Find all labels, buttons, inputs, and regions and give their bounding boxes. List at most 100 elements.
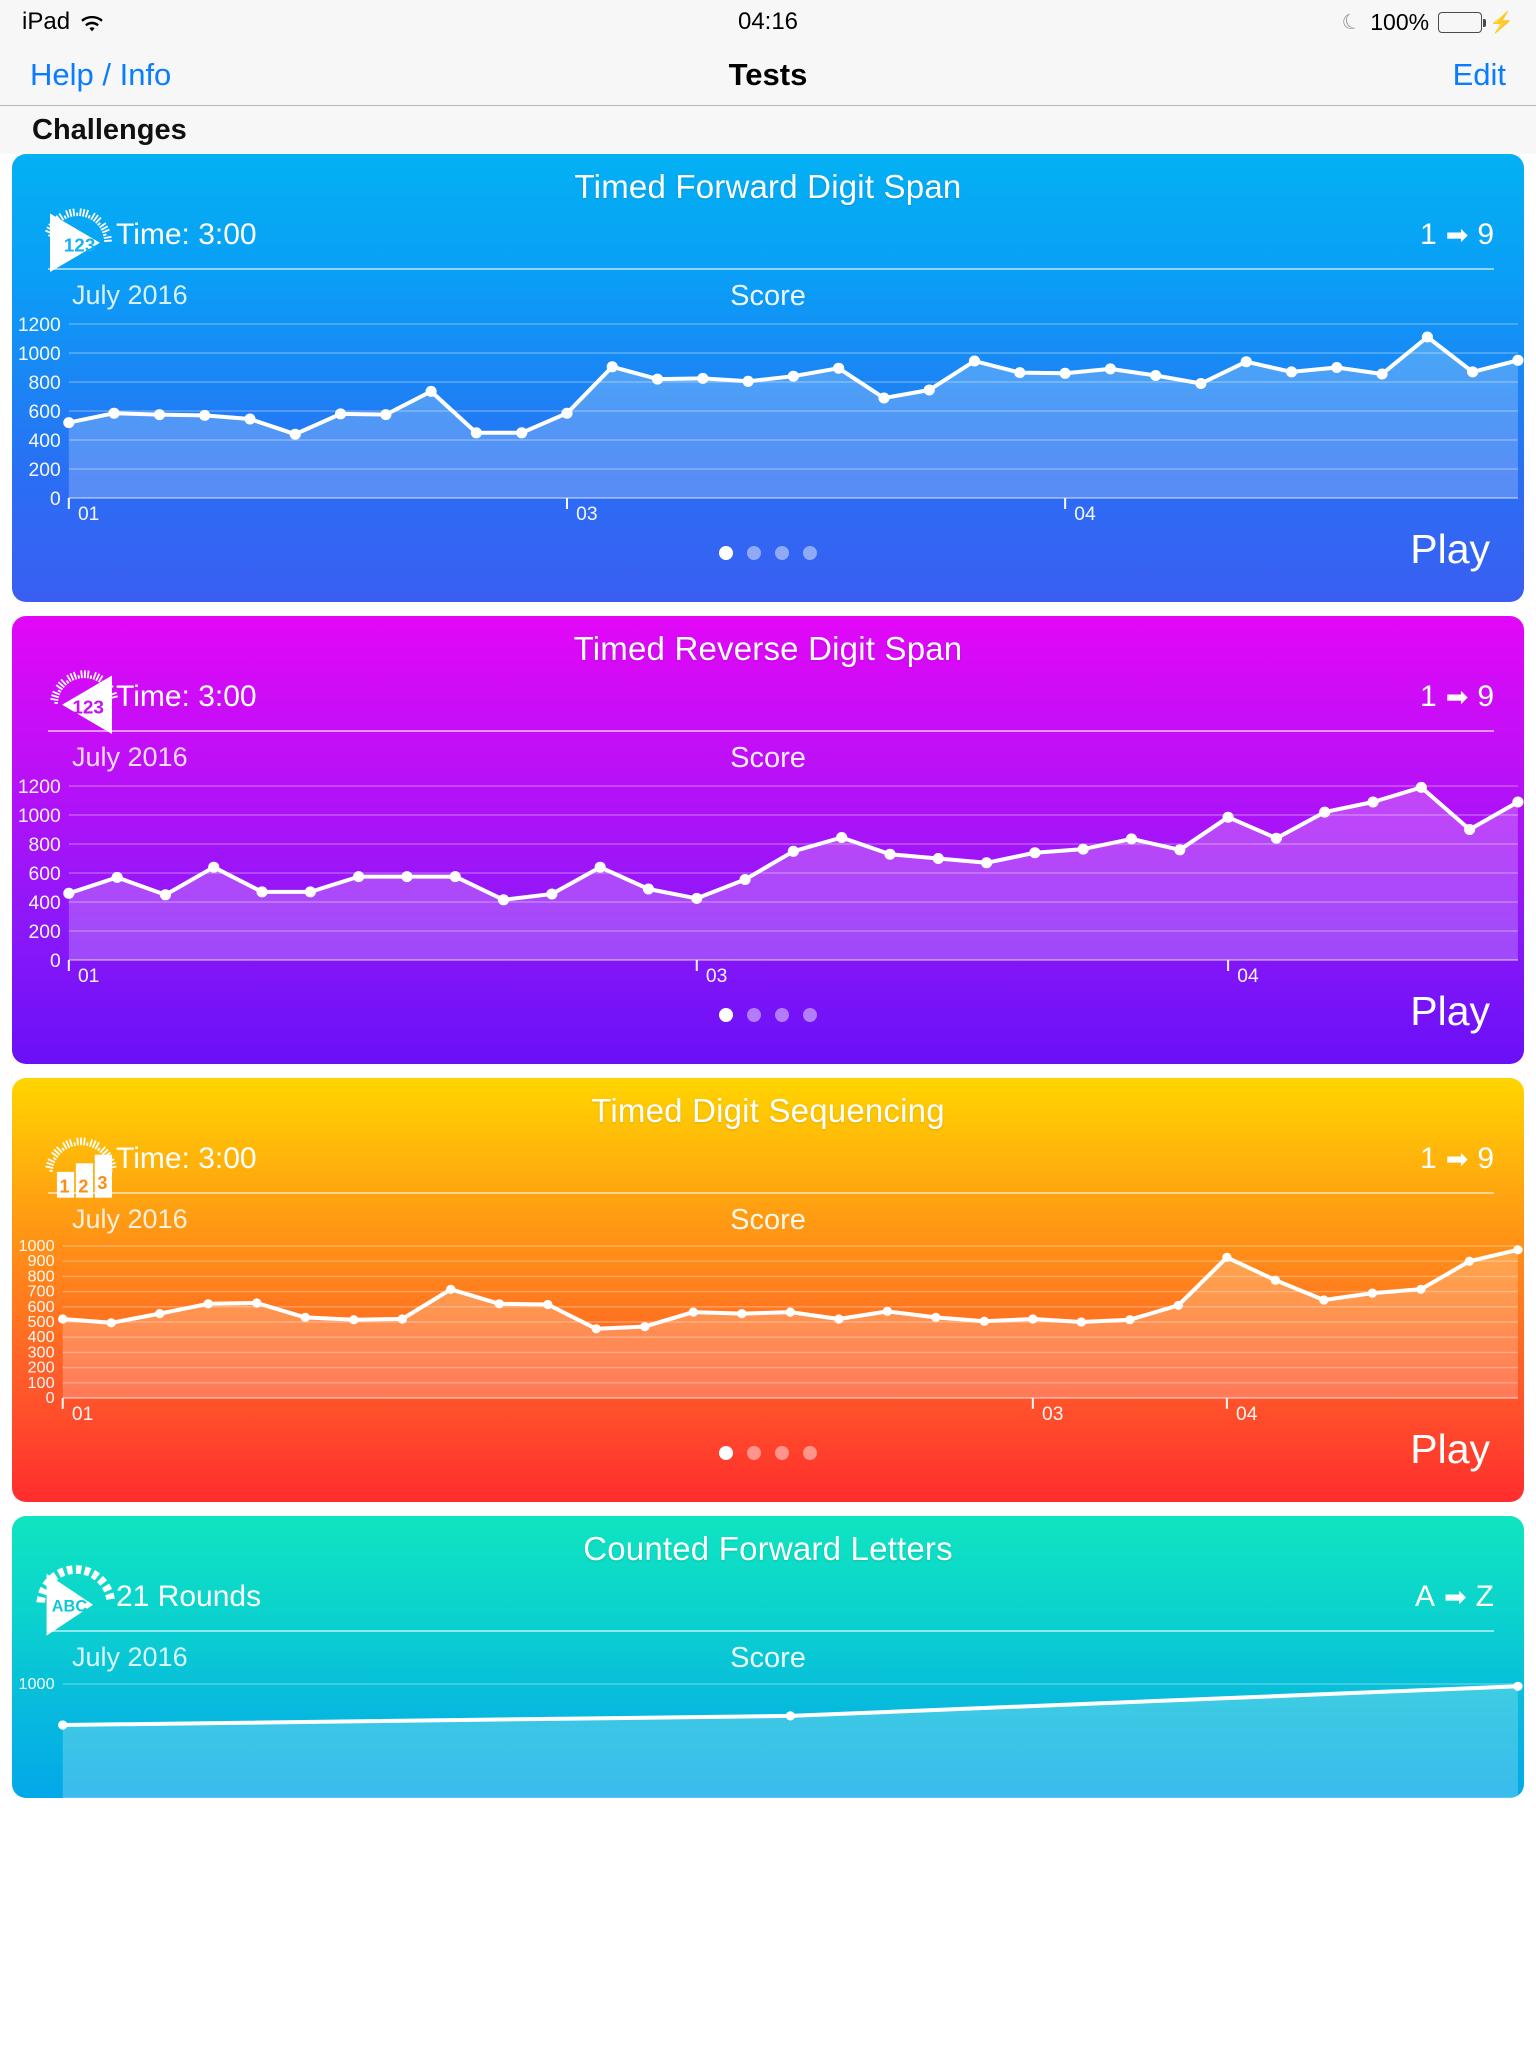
svg-text:ABC: ABC (52, 1598, 88, 1616)
page-dot[interactable] (803, 546, 817, 560)
arrow-right-icon: ➡ (1445, 681, 1469, 712)
card-footer: Play (12, 1426, 1524, 1502)
wifi-icon (80, 13, 104, 32)
chart-timed-digit-sequencing[interactable]: July 2016 Score 0 100 200 300 400 500 600 700 80… (12, 1204, 1524, 1428)
page-dot[interactable] (803, 1008, 817, 1022)
chart-header: July 2016 Score (12, 1204, 1524, 1240)
svg-text:04: 04 (1074, 504, 1096, 525)
svg-text:1000: 1000 (18, 344, 61, 365)
page-dot[interactable] (747, 1446, 761, 1460)
card-title: Timed Digit Sequencing (591, 1092, 945, 1129)
card-range: 1 ➡ 9 (1420, 1142, 1494, 1176)
page-dot[interactable] (775, 1446, 789, 1460)
page-dot[interactable] (747, 1008, 761, 1022)
svg-text:700: 700 (28, 1283, 55, 1301)
page-indicator[interactable] (12, 1008, 1524, 1022)
svg-text:200: 200 (29, 922, 61, 943)
timer-forward-123-icon: 123 (34, 198, 128, 284)
chart-month-label: July 2016 (72, 1642, 188, 1672)
chart-month-label: July 2016 (72, 1204, 188, 1234)
test-card-timed-digit-sequencing[interactable]: 1 2 3 Timed Digit Sequencing Time: 3:00 … (12, 1078, 1524, 1502)
range-from: 1 (1420, 218, 1437, 251)
navigation-bar: Help / Info Tests Edit (0, 44, 1536, 106)
card-divider (48, 1630, 1494, 1632)
page-dot[interactable] (747, 546, 761, 560)
page-indicator[interactable] (12, 1446, 1524, 1460)
arrow-right-icon: ➡ (1445, 219, 1469, 250)
svg-text:3: 3 (97, 1173, 107, 1193)
chart-timed-reverse-digit-span[interactable]: July 2016 Score 0 200 400 600 800 1000 1200 01 0… (12, 742, 1524, 990)
chart-metric-label: Score (730, 1204, 806, 1236)
svg-text:03: 03 (1042, 1404, 1063, 1425)
test-card-list: 123 Timed Forward Digit Span Time: 3:00 … (0, 154, 1536, 1798)
chart-metric-label: Score (730, 742, 806, 774)
svg-text:2: 2 (78, 1177, 88, 1197)
svg-text:500: 500 (28, 1313, 55, 1331)
play-button[interactable]: Play (1410, 526, 1490, 572)
svg-text:0: 0 (50, 951, 61, 972)
svg-text:04: 04 (1236, 1404, 1258, 1425)
page-dot[interactable] (775, 546, 789, 560)
page-dot[interactable] (803, 1446, 817, 1460)
page-indicator[interactable] (12, 546, 1524, 560)
test-card-timed-forward-digit-span[interactable]: 123 Timed Forward Digit Span Time: 3:00 … (12, 154, 1524, 602)
svg-text:600: 600 (28, 1298, 55, 1316)
timer-reverse-123-icon: 123 (34, 660, 128, 746)
status-bar-clock: 04:16 (737, 8, 799, 35)
svg-text:200: 200 (28, 1359, 55, 1377)
chart-month-label: July 2016 (72, 280, 188, 310)
card-meta-row: Time: 3:00 1 ➡ 9 (12, 206, 1524, 252)
svg-text:1000: 1000 (18, 806, 61, 827)
arrow-right-icon: ➡ (1444, 1581, 1467, 1612)
help-info-button[interactable]: Help / Info (30, 56, 172, 92)
card-meta-row: Time: 3:00 1 ➡ 9 (12, 668, 1524, 714)
page-dot[interactable] (719, 1446, 733, 1460)
svg-text:800: 800 (29, 835, 61, 856)
svg-text:800: 800 (28, 1268, 55, 1286)
chart-header: July 2016 Score (12, 280, 1524, 316)
card-meta-row: 21 Rounds A ➡ Z (12, 1568, 1524, 1614)
card-meta-left: Time: 3:00 (116, 218, 257, 251)
test-card-counted-forward-letters[interactable]: ABC Counted Forward Letters 21 Rounds A … (12, 1516, 1524, 1798)
card-footer: Play (12, 526, 1524, 602)
battery-icon (1438, 11, 1487, 33)
svg-text:1200: 1200 (18, 778, 61, 798)
play-button[interactable]: Play (1410, 988, 1490, 1034)
range-from: 1 (1420, 1142, 1437, 1175)
card-meta-left: Time: 3:00 (116, 680, 257, 713)
svg-text:400: 400 (29, 893, 61, 914)
page-dot[interactable] (775, 1008, 789, 1022)
play-button[interactable]: Play (1410, 1426, 1490, 1472)
card-title: Timed Forward Digit Span (574, 168, 962, 205)
page-dot[interactable] (719, 546, 733, 560)
svg-text:04: 04 (1237, 966, 1259, 987)
svg-text:0: 0 (46, 1389, 55, 1407)
svg-text:600: 600 (29, 864, 61, 885)
chart-counted-forward-letters[interactable]: July 2016 Score 1000 (12, 1642, 1524, 1798)
svg-text:01: 01 (78, 504, 99, 525)
svg-text:800: 800 (29, 373, 61, 394)
test-card-timed-reverse-digit-span[interactable]: 123 Timed Reverse Digit Span Time: 3:00 … (12, 616, 1524, 1064)
svg-text:200: 200 (29, 460, 61, 481)
range-to: 9 (1477, 218, 1494, 251)
card-range: 1 ➡ 9 (1420, 680, 1494, 714)
card-range: A ➡ Z (1415, 1580, 1494, 1614)
svg-text:900: 900 (28, 1252, 55, 1270)
edit-button[interactable]: Edit (1452, 56, 1506, 92)
status-bar: iPad 04:16 ☾ 100% ⚡ (0, 0, 1536, 44)
svg-text:300: 300 (28, 1344, 55, 1362)
card-title: Counted Forward Letters (583, 1530, 953, 1567)
svg-text:123: 123 (64, 235, 96, 256)
range-from: A (1415, 1580, 1436, 1613)
svg-text:1000: 1000 (19, 1678, 55, 1693)
page-dot[interactable] (719, 1008, 733, 1022)
svg-text:0: 0 (50, 489, 61, 510)
svg-text:1000: 1000 (19, 1240, 55, 1255)
svg-text:01: 01 (78, 966, 99, 987)
chart-month-label: July 2016 (72, 742, 188, 772)
chart-timed-forward-digit-span[interactable]: July 2016 Score 0 200 400 600 800 1000 1200 01 0… (12, 280, 1524, 528)
svg-text:100: 100 (28, 1374, 55, 1392)
svg-text:03: 03 (706, 966, 727, 987)
chart-metric-label: Score (730, 1642, 806, 1674)
card-meta-left: 21 Rounds (116, 1580, 262, 1613)
